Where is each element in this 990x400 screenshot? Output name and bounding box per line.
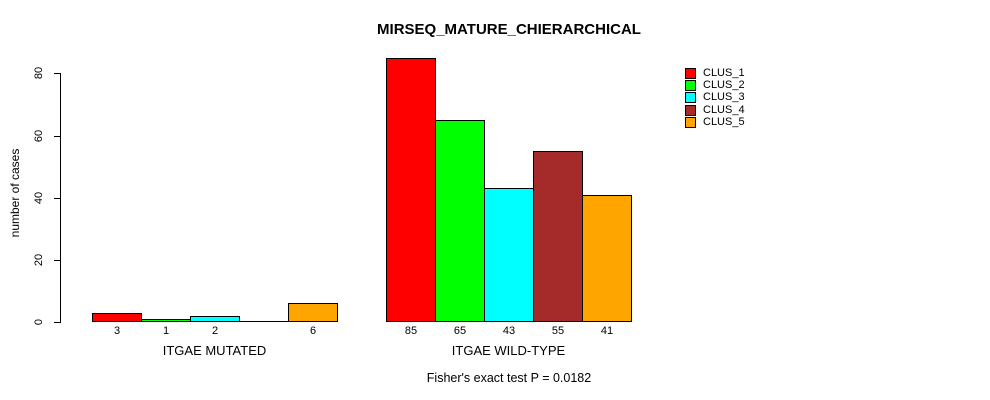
legend-swatch-clus_3 <box>685 92 696 104</box>
bar-clus_3-group2 <box>484 188 534 322</box>
legend-entry-clus_2: CLUS_2 <box>685 79 745 92</box>
legend-entry-clus_1: CLUS_1 <box>685 67 745 79</box>
bar-value-label: 41 <box>600 325 614 337</box>
bar-value-label: 65 <box>453 325 467 337</box>
y-tick-label: 80 <box>33 66 45 80</box>
bar-value-label: 6 <box>309 325 317 337</box>
legend-entry-clus_5: CLUS_5 <box>685 117 745 129</box>
bar-clus_5-group2 <box>582 195 632 322</box>
legend-swatch-clus_1 <box>685 67 696 79</box>
bar-clus_2-group2 <box>435 120 485 322</box>
zero-bar-clus_4-group1 <box>239 321 289 322</box>
bar-value-label: 55 <box>551 325 565 337</box>
bar-value-label: 43 <box>502 325 516 337</box>
legend-swatch-clus_5 <box>685 117 696 129</box>
group-label-1: ITGAE MUTATED <box>162 343 267 358</box>
y-tick-label: 40 <box>33 191 45 205</box>
bar-clus_4-group2 <box>533 151 583 322</box>
bar-clus_3-group1 <box>190 316 240 322</box>
y-tick-mark <box>54 198 61 199</box>
legend-entry-label: CLUS_1 <box>703 66 745 79</box>
y-tick-label: 60 <box>33 129 45 143</box>
chart-title: MIRSEQ_MATURE_CHIERARCHICAL <box>377 21 641 38</box>
bar-clus_1-group1 <box>92 313 142 322</box>
legend-entry-clus_4: CLUS_4 <box>685 104 745 116</box>
legend-entry-label: CLUS_5 <box>703 116 745 129</box>
legend: CLUS_1 CLUS_2 CLUS_3 CLUS_4 CLUS_5 <box>685 67 745 129</box>
bar-value-label: 2 <box>211 325 219 337</box>
bar-clus_2-group1 <box>141 319 191 322</box>
legend-entry-label: CLUS_4 <box>703 103 745 116</box>
y-tick-mark <box>54 322 61 323</box>
bar-value-label: 85 <box>404 325 418 337</box>
legend-entry-clus_3: CLUS_3 <box>685 92 745 104</box>
legend-swatch-clus_4 <box>685 104 696 116</box>
group-label-2: ITGAE WILD-TYPE <box>451 343 566 358</box>
y-tick-mark <box>54 260 61 261</box>
bar-clus_5-group1 <box>288 303 338 322</box>
y-tick-mark <box>54 73 61 74</box>
y-tick-mark <box>54 136 61 137</box>
bar-clus_1-group2 <box>386 58 436 322</box>
y-tick-label: 0 <box>33 318 45 326</box>
y-tick-label: 20 <box>33 253 45 267</box>
y-axis-label: number of cases <box>8 148 22 238</box>
legend-entry-label: CLUS_2 <box>703 79 745 92</box>
bar-value-label: 1 <box>162 325 170 337</box>
bar-value-label: 3 <box>113 325 121 337</box>
legend-swatch-clus_2 <box>685 80 696 92</box>
fisher-test-annotation: Fisher's exact test P = 0.0182 <box>426 371 592 385</box>
legend-entry-label: CLUS_3 <box>703 91 745 104</box>
